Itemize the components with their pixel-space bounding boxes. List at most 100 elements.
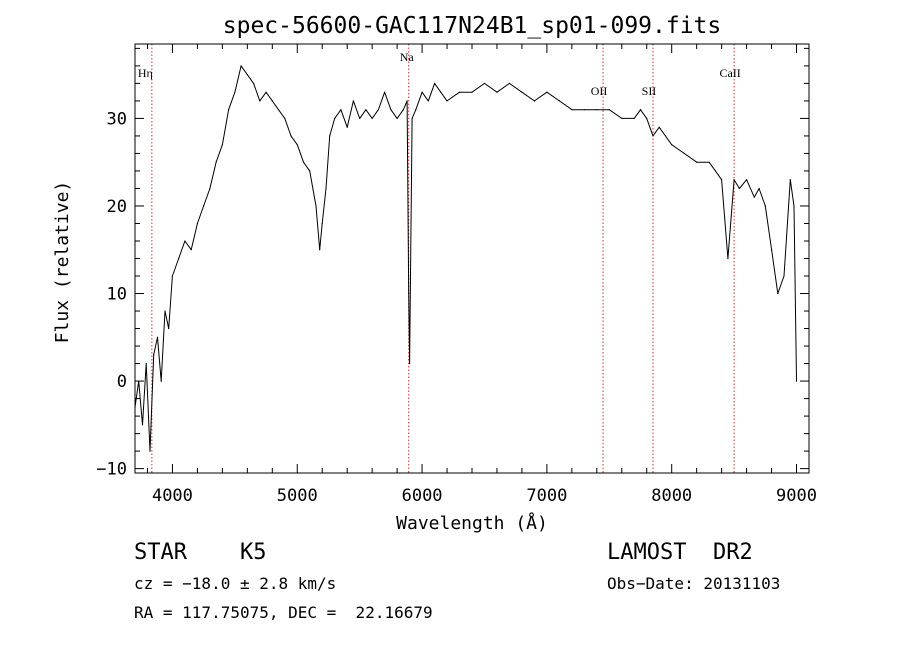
data-point bbox=[471, 91, 473, 93]
data-point bbox=[783, 275, 785, 277]
x-tick-label: 9000 bbox=[776, 486, 817, 506]
data-point bbox=[793, 205, 795, 207]
data-point bbox=[746, 179, 748, 181]
plot-frame bbox=[134, 43, 810, 474]
data-point bbox=[377, 109, 379, 111]
data-point bbox=[533, 100, 536, 102]
data-point bbox=[246, 74, 248, 76]
data-point bbox=[346, 126, 348, 128]
marker-label-1: Na bbox=[400, 50, 415, 64]
data-point bbox=[646, 117, 648, 119]
data-point bbox=[178, 257, 180, 260]
data-point bbox=[558, 100, 561, 102]
data-point bbox=[319, 249, 321, 251]
data-point bbox=[408, 292, 410, 295]
observation-date: Obs−Date: 20131103 bbox=[607, 574, 781, 593]
coordinates: RA = 117.75075, DEC = 22.16679 bbox=[134, 603, 433, 622]
x-axis-label: Wavelength (Å) bbox=[396, 512, 548, 534]
x-tick-label: 7000 bbox=[526, 486, 567, 506]
spectrum-series bbox=[134, 65, 798, 452]
data-point bbox=[508, 82, 510, 84]
data-point bbox=[521, 91, 523, 93]
data-point bbox=[384, 91, 386, 93]
data-point bbox=[658, 126, 660, 128]
y-tick-label: 10 bbox=[107, 285, 127, 305]
data-point bbox=[411, 117, 413, 119]
data-point bbox=[671, 144, 673, 146]
chart-title: spec-56600-GAC117N24B1_sp01-099.fits bbox=[223, 13, 722, 39]
data-point bbox=[721, 179, 723, 181]
data-point bbox=[149, 450, 151, 452]
data-point bbox=[434, 82, 436, 84]
data-point bbox=[621, 117, 623, 119]
data-point bbox=[409, 363, 411, 365]
data-point bbox=[153, 354, 155, 356]
data-point bbox=[160, 380, 162, 382]
data-point bbox=[440, 91, 442, 93]
data-point bbox=[546, 91, 548, 93]
data-point bbox=[168, 327, 170, 330]
data-point bbox=[325, 187, 327, 190]
data-point bbox=[708, 161, 710, 163]
y-tick-label: −10 bbox=[96, 460, 127, 480]
data-point bbox=[253, 82, 255, 84]
data-point bbox=[406, 100, 408, 102]
data-point bbox=[321, 222, 323, 225]
data-point bbox=[156, 336, 159, 338]
x-tick-label: 5000 bbox=[277, 486, 318, 506]
data-point bbox=[209, 187, 211, 190]
object-type: STAR K5 bbox=[134, 540, 267, 565]
data-point bbox=[359, 117, 361, 119]
data-point bbox=[427, 100, 429, 102]
data-point bbox=[596, 109, 598, 111]
x-tick-label: 6000 bbox=[402, 486, 443, 506]
data-point bbox=[329, 135, 331, 137]
data-point bbox=[145, 363, 147, 365]
data-point bbox=[696, 161, 698, 163]
data-point bbox=[340, 109, 342, 111]
data-point bbox=[365, 109, 367, 111]
marker-label-3: SII bbox=[642, 84, 657, 98]
data-point bbox=[240, 65, 242, 67]
data-point bbox=[315, 205, 317, 207]
data-point bbox=[795, 380, 798, 382]
data-point bbox=[571, 109, 573, 111]
data-point bbox=[265, 91, 267, 93]
data-point bbox=[371, 117, 373, 119]
data-point bbox=[290, 135, 292, 137]
data-point bbox=[171, 275, 173, 277]
data-point bbox=[652, 135, 654, 137]
data-point bbox=[203, 205, 205, 207]
data-point bbox=[789, 179, 791, 181]
y-tick-label: 30 bbox=[107, 109, 127, 129]
y-tick-label: 0 bbox=[117, 372, 127, 392]
data-point bbox=[777, 292, 779, 295]
data-point bbox=[309, 170, 311, 172]
data-point bbox=[771, 249, 773, 251]
data-point bbox=[141, 424, 144, 426]
data-point bbox=[683, 152, 685, 154]
data-point bbox=[402, 109, 404, 111]
data-point bbox=[738, 187, 741, 190]
data-point bbox=[184, 240, 186, 242]
data-point bbox=[733, 179, 735, 181]
data-point bbox=[727, 257, 729, 260]
marker-label-0: Hη bbox=[138, 66, 153, 80]
data-point bbox=[608, 109, 610, 111]
data-point bbox=[215, 161, 217, 163]
emission-line-markers: Hη Na OII SII CaII bbox=[138, 44, 741, 473]
data-point bbox=[633, 117, 635, 119]
data-point bbox=[415, 109, 417, 111]
data-point bbox=[753, 196, 755, 198]
data-point bbox=[302, 161, 305, 163]
redshift-velocity: cz = −18.0 ± 2.8 km/s bbox=[134, 574, 337, 593]
marker-label-4: CaII bbox=[719, 66, 740, 80]
spectrum-line-0 bbox=[134, 65, 797, 452]
data-point bbox=[284, 117, 286, 119]
data-point bbox=[164, 310, 166, 312]
data-point bbox=[496, 91, 498, 93]
data-point bbox=[221, 144, 223, 146]
data-point bbox=[764, 205, 766, 207]
data-point bbox=[296, 144, 298, 146]
